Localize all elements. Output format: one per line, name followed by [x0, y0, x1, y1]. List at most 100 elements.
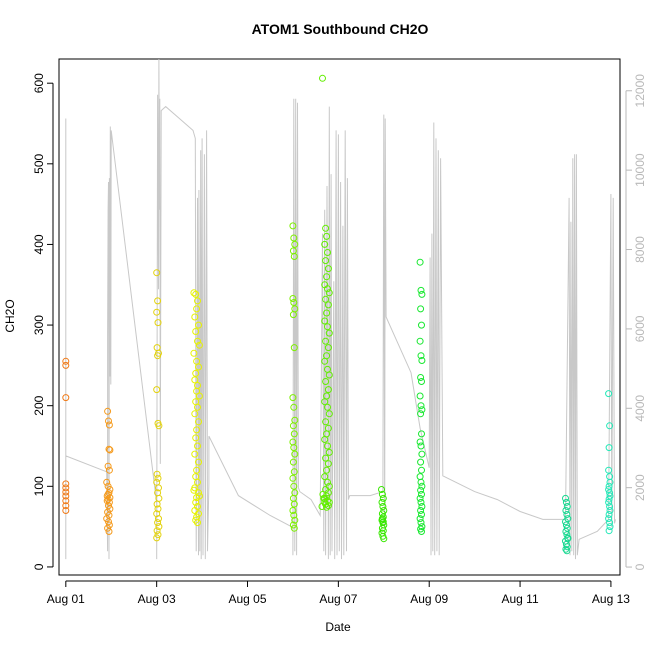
right-y-tick-label: 8000 [633, 236, 647, 263]
series-aug-12 [562, 494, 572, 555]
data-point [563, 511, 571, 518]
data-point [324, 323, 331, 331]
data-point [606, 422, 614, 430]
series-aug-01 [62, 357, 70, 514]
data-point [324, 478, 331, 486]
data-point [325, 448, 333, 456]
y-axis: 0 100 200 300 400 500 600 [32, 73, 54, 570]
data-point [62, 492, 70, 500]
right-y-tick-label: 0 [633, 563, 647, 570]
data-point [324, 265, 332, 273]
data-point [192, 290, 200, 298]
data-point [418, 503, 426, 510]
x-tick-label: Aug 13 [592, 592, 630, 606]
data-point [153, 500, 161, 508]
data-point [605, 482, 613, 490]
data-point [290, 234, 298, 242]
data-point [154, 297, 162, 305]
data-point [155, 515, 162, 523]
data-point [563, 524, 571, 532]
data-point [563, 531, 571, 539]
data-point [417, 486, 425, 494]
data-point [104, 524, 112, 532]
data-point [194, 478, 201, 486]
data-point [379, 503, 387, 510]
data-point [605, 444, 613, 452]
data-point [325, 371, 333, 379]
data-point [62, 361, 70, 369]
data-point [378, 515, 386, 523]
y-axis-label: CH2O [3, 299, 17, 332]
data-point [417, 478, 425, 486]
data-point [418, 406, 426, 414]
data-point [289, 474, 297, 482]
data-point [290, 403, 298, 411]
data-point [290, 253, 298, 260]
data-point [321, 473, 329, 481]
y-tick-label: 300 [32, 315, 46, 335]
data-point [195, 321, 202, 329]
x-tick-label: Aug 09 [410, 592, 448, 606]
x-axis-label: Date [325, 620, 351, 634]
data-point [106, 486, 114, 493]
data-point [322, 454, 330, 462]
data-point [289, 311, 297, 319]
data-point [289, 422, 297, 430]
data-point [154, 474, 162, 482]
data-point [319, 74, 326, 82]
data-point [418, 378, 425, 385]
data-point [418, 290, 426, 298]
data-point [417, 410, 425, 418]
data-point [154, 531, 162, 539]
data-point [323, 232, 331, 240]
data-point [605, 466, 613, 474]
data-point [324, 301, 332, 309]
data-point [194, 519, 201, 527]
y-tick-label: 100 [32, 476, 46, 496]
data-point [325, 410, 333, 418]
data-point [562, 521, 570, 529]
data-point [563, 547, 571, 555]
data-point [606, 478, 614, 486]
data-point [195, 418, 202, 426]
data-point [105, 466, 113, 474]
data-point [418, 528, 425, 535]
data-point [418, 357, 426, 364]
x-axis: Aug 01 Aug 03 Aug 05 Aug 07 Aug 09 Aug 11 Aug … [47, 580, 630, 606]
data-point [379, 518, 387, 526]
series-aug-04 [190, 289, 203, 527]
data-point [191, 313, 199, 321]
y-tick-label: 500 [32, 153, 46, 173]
data-point [319, 490, 327, 498]
data-point [153, 308, 161, 316]
data-point [325, 329, 333, 337]
data-point [563, 503, 571, 510]
data-point [291, 516, 299, 524]
data-point [290, 430, 298, 438]
data-point [417, 286, 425, 294]
data-point [105, 518, 112, 526]
data-point [418, 321, 425, 329]
data-point [320, 494, 328, 502]
data-point [378, 510, 386, 518]
data-point [322, 224, 330, 232]
data-point [325, 289, 333, 297]
data-point [62, 497, 70, 505]
data-point [62, 357, 70, 365]
data-point [380, 507, 388, 514]
series-aug-07 [318, 74, 333, 511]
data-point [562, 528, 570, 535]
data-point [289, 295, 297, 302]
data-point [378, 490, 386, 498]
data-point [321, 240, 329, 248]
data-point [153, 386, 161, 394]
data-point [154, 319, 162, 327]
data-point [417, 374, 425, 381]
data-point [318, 503, 326, 510]
data-point [324, 249, 331, 256]
data-point [154, 352, 162, 360]
data-point [195, 492, 203, 500]
data-point [194, 297, 201, 305]
y-tick-label: 600 [32, 73, 46, 93]
